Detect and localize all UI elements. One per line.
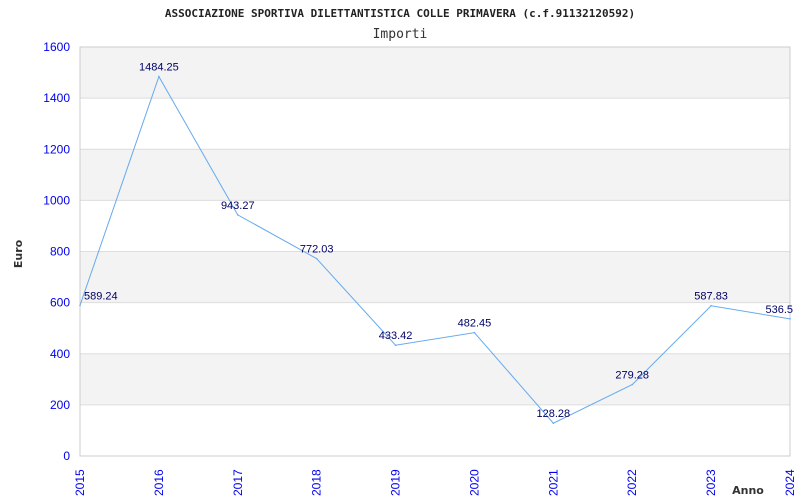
- x-tick-label: 2018: [310, 469, 324, 496]
- grid-band: [80, 47, 790, 99]
- data-point: [315, 257, 318, 260]
- data-label: 128.28: [537, 408, 571, 420]
- series-line: [79, 75, 791, 424]
- y-tick-label: 1400: [43, 91, 70, 105]
- data-point: [236, 214, 239, 216]
- data-point: [473, 331, 476, 334]
- grid-band: [80, 302, 790, 354]
- data-point: [158, 75, 160, 78]
- data-point: [631, 383, 634, 386]
- x-tick-label: 2016: [152, 469, 166, 496]
- y-tick-label: 1600: [43, 40, 70, 54]
- grid-band: [80, 404, 790, 456]
- data-label: 433.42: [379, 330, 413, 342]
- x-tick-label: 2019: [389, 469, 403, 496]
- chart-title: ASSOCIAZIONE SPORTIVA DILETTANTISTICA CO…: [165, 7, 635, 20]
- data-label: 587.83: [694, 291, 728, 303]
- y-tick-label: 600: [50, 296, 70, 310]
- x-tick-label: 2021: [546, 469, 560, 496]
- data-point: [552, 422, 555, 425]
- x-tick-label: 2015: [73, 469, 87, 496]
- y-tick-label: 1000: [43, 193, 70, 207]
- data-label: 1484.25: [139, 62, 179, 74]
- y-tick-label: 1200: [43, 142, 70, 156]
- x-tick-label: 2023: [704, 469, 718, 496]
- grid-band: [80, 149, 790, 201]
- y-tick-label: 800: [50, 245, 70, 259]
- data-point: [394, 344, 397, 347]
- plot-frame: [79, 46, 791, 457]
- x-tick-label: 2017: [231, 469, 245, 496]
- data-label: 482.45: [458, 318, 492, 330]
- data-label: 589.24: [84, 290, 118, 302]
- x-tick-label: 2020: [467, 469, 481, 496]
- data-point: [710, 304, 712, 307]
- chart-subtitle: Importi: [373, 27, 428, 42]
- data-label: 536.5: [765, 304, 793, 316]
- data-point: [79, 304, 81, 307]
- grid-band: [80, 251, 790, 303]
- x-tick-label: 2024: [783, 469, 797, 496]
- x-axis-label: Anno: [732, 484, 764, 497]
- data-label: 279.28: [615, 370, 649, 382]
- y-axis-label: Euro: [12, 239, 25, 268]
- grid-band: [80, 98, 790, 150]
- data-point: [789, 318, 791, 320]
- y-tick-label: 400: [50, 347, 70, 361]
- grid-band: [80, 353, 790, 405]
- grid-band: [80, 200, 790, 252]
- data-label: 943.27: [221, 200, 255, 212]
- y-tick-label: 0: [63, 449, 70, 463]
- data-label: 772.03: [300, 244, 334, 256]
- y-tick-label: 200: [50, 398, 70, 412]
- x-tick-label: 2022: [625, 469, 639, 496]
